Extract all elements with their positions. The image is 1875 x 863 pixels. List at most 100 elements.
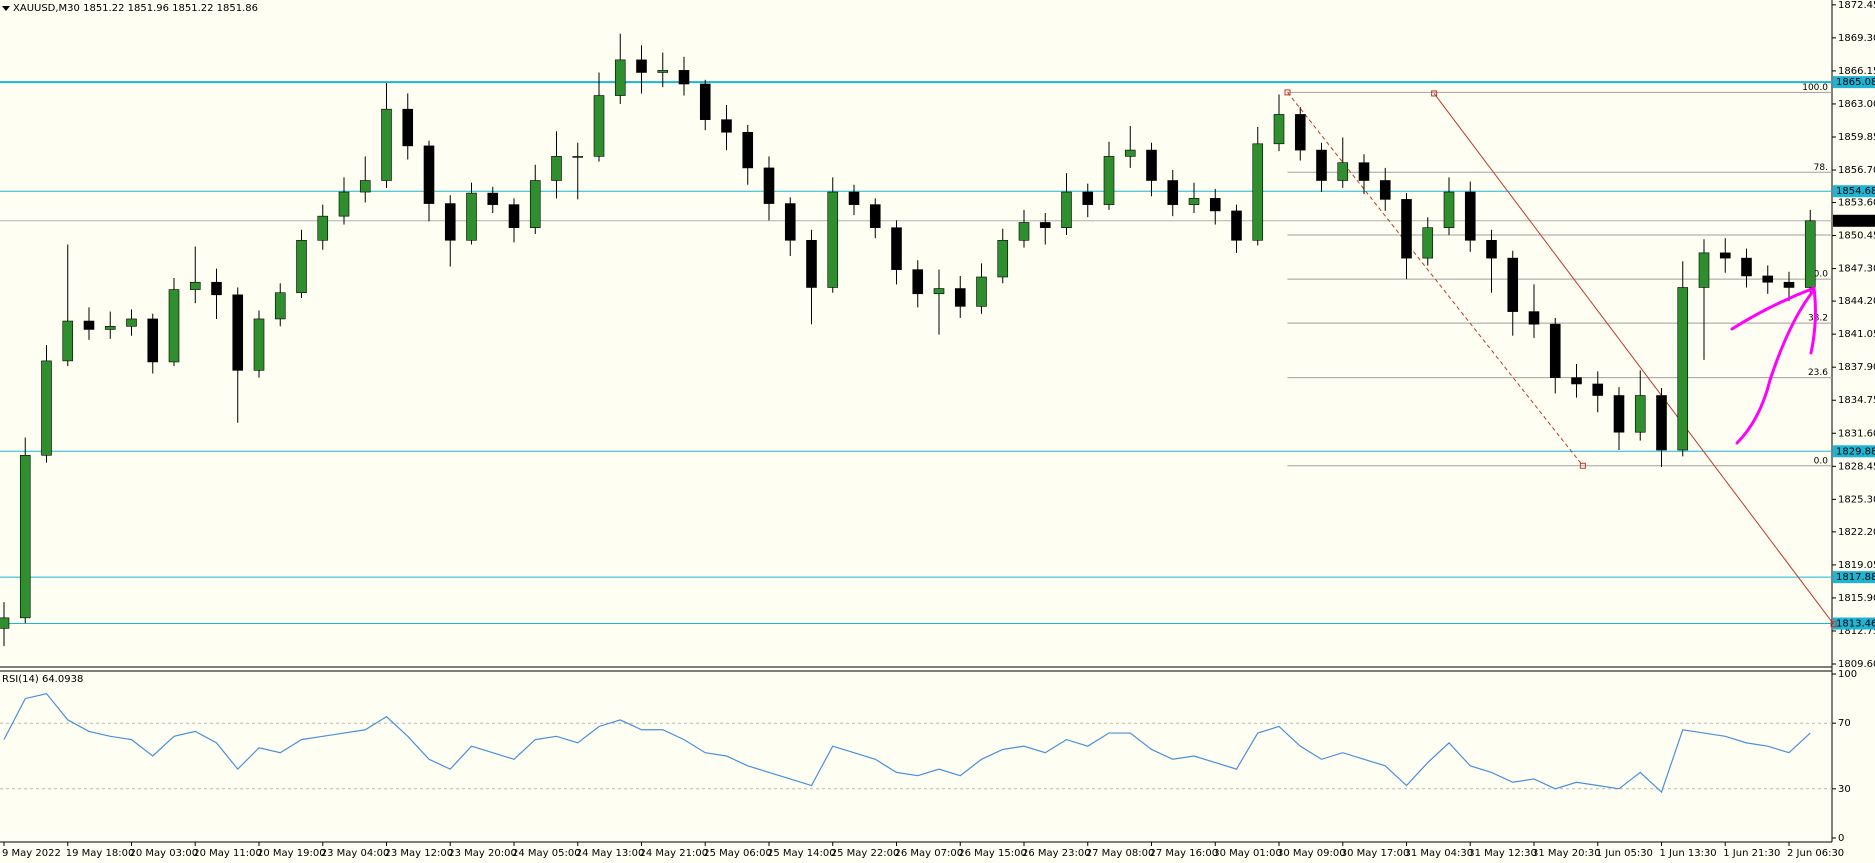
level-label: 1813.46 (1836, 619, 1875, 630)
candle-body (317, 215, 329, 241)
candle-body (784, 203, 796, 241)
x-tick-label: 1 Jun 05:30 (1596, 848, 1653, 859)
candle-body (83, 320, 95, 330)
candle-body (1507, 257, 1519, 312)
candle-body (593, 95, 605, 157)
y-tick-label: 1841.05 (1838, 329, 1875, 340)
level-label-bg (1833, 445, 1875, 458)
fib-label: 78. (1814, 163, 1828, 173)
candle-body (1103, 156, 1115, 205)
hand-drawn-arrow (1730, 286, 1817, 445)
level-label-bg (1833, 76, 1875, 89)
candle-body (1401, 199, 1412, 259)
candle-body (933, 288, 945, 295)
arrow-stroke (1809, 286, 1817, 355)
candle-body (1018, 222, 1030, 241)
x-tick-label: 19 May 18:00 (66, 848, 135, 859)
trendline (1287, 92, 1584, 467)
trendline (1433, 93, 1835, 625)
candle-body (1082, 191, 1094, 205)
y-tick-label: 1831.60 (1838, 428, 1875, 439)
menu-triangle[interactable] (2, 6, 10, 11)
candle-body (1061, 191, 1072, 228)
candle-body (487, 192, 499, 205)
candle-body (62, 320, 74, 362)
rsi-title: RSI(14) 64.0938 (2, 674, 83, 685)
candle-body (699, 83, 711, 120)
candle-body (1124, 149, 1136, 157)
candle-body (614, 59, 626, 96)
x-tick-label: 23 May 04:00 (321, 848, 390, 859)
level-label-bg (1833, 185, 1875, 198)
rsi-line (3, 693, 1811, 794)
candle-body (1039, 222, 1051, 228)
candle-body (657, 70, 669, 73)
rsi-tick-label: 0 (1838, 833, 1844, 844)
fib-label: 38.2 (1808, 314, 1828, 324)
x-tick-label: 30 May 09:00 (1277, 848, 1346, 859)
y-tick-label: 1872.45 (1838, 0, 1875, 11)
candle-body (1252, 143, 1264, 241)
x-tick-label: 25 May 14:00 (767, 848, 836, 859)
candle-body (806, 239, 817, 288)
candle-body (763, 167, 775, 204)
x-tick-label: 30 May 17:00 (1341, 848, 1410, 859)
candle-body (529, 180, 541, 228)
y-tick-label: 1834.75 (1838, 395, 1875, 406)
rsi-tick-label: 30 (1838, 784, 1851, 795)
candle-body (954, 288, 966, 307)
x-tick-label: 24 May 21:00 (640, 848, 709, 859)
y-tick-label: 1859.85 (1838, 132, 1875, 143)
x-tick-label: 31 May 04:30 (1405, 848, 1474, 859)
y-tick-label: 1828.45 (1838, 461, 1875, 472)
candle-body (444, 203, 456, 241)
candle-body (1698, 252, 1710, 288)
y-tick-label: 1847.30 (1838, 264, 1875, 275)
y-tick-label: 1844.20 (1838, 296, 1875, 307)
x-tick-label: 1 Jun 21:30 (1723, 848, 1780, 859)
fib-label: 0.0 (1814, 456, 1829, 466)
candle-body (466, 192, 477, 241)
x-tick-label: 23 May 20:00 (448, 848, 517, 859)
x-tick-label: 26 May 23:00 (1022, 848, 1091, 859)
y-tick-label: 1866.15 (1838, 66, 1875, 77)
x-tick-label: 26 May 07:00 (895, 848, 964, 859)
candle-body (1167, 180, 1179, 205)
candle-body (1656, 395, 1667, 451)
x-tick-label: 20 May 19:00 (257, 848, 326, 859)
candle-body (1294, 114, 1306, 151)
y-tick-label: 1812.75 (1838, 626, 1875, 637)
candle-body (848, 191, 860, 205)
candle-body (402, 108, 414, 147)
y-tick-label: 1815.90 (1838, 593, 1875, 604)
candle-body (1719, 252, 1731, 259)
candle-body (1443, 191, 1455, 228)
level-label: 1854.68 (1836, 186, 1875, 197)
candle-body (997, 239, 1009, 278)
candle-body (1762, 275, 1774, 283)
level-label: 1865.08 (1836, 77, 1875, 88)
y-tick-label: 1850.45 (1838, 231, 1875, 242)
y-tick-label: 1853.60 (1838, 198, 1875, 209)
x-tick-label: 9 May 2022 (2, 848, 61, 859)
x-tick-label: 27 May 16:00 (1150, 848, 1219, 859)
candle-body (19, 454, 31, 619)
trendline-handle (1284, 89, 1291, 96)
candle-body (1634, 395, 1646, 433)
candle-body (1571, 377, 1582, 385)
candle-body (678, 70, 690, 85)
candle-body (211, 281, 222, 296)
candle-body (1783, 281, 1795, 288)
candle-body (742, 131, 754, 169)
x-tick-label: 20 May 03:00 (130, 848, 199, 859)
y-tick-label: 1825.30 (1838, 494, 1875, 505)
candle-body (1528, 311, 1540, 325)
candle-body (1741, 257, 1752, 277)
x-tick-label: 2 Jun 06:30 (1787, 848, 1844, 859)
x-tick-label: 20 May 11:00 (193, 848, 262, 859)
candle-body (1209, 198, 1221, 212)
last-price-label: 1851.86 (1836, 216, 1875, 227)
y-tick-label: 1856.70 (1838, 165, 1875, 176)
candle-body (572, 156, 584, 158)
